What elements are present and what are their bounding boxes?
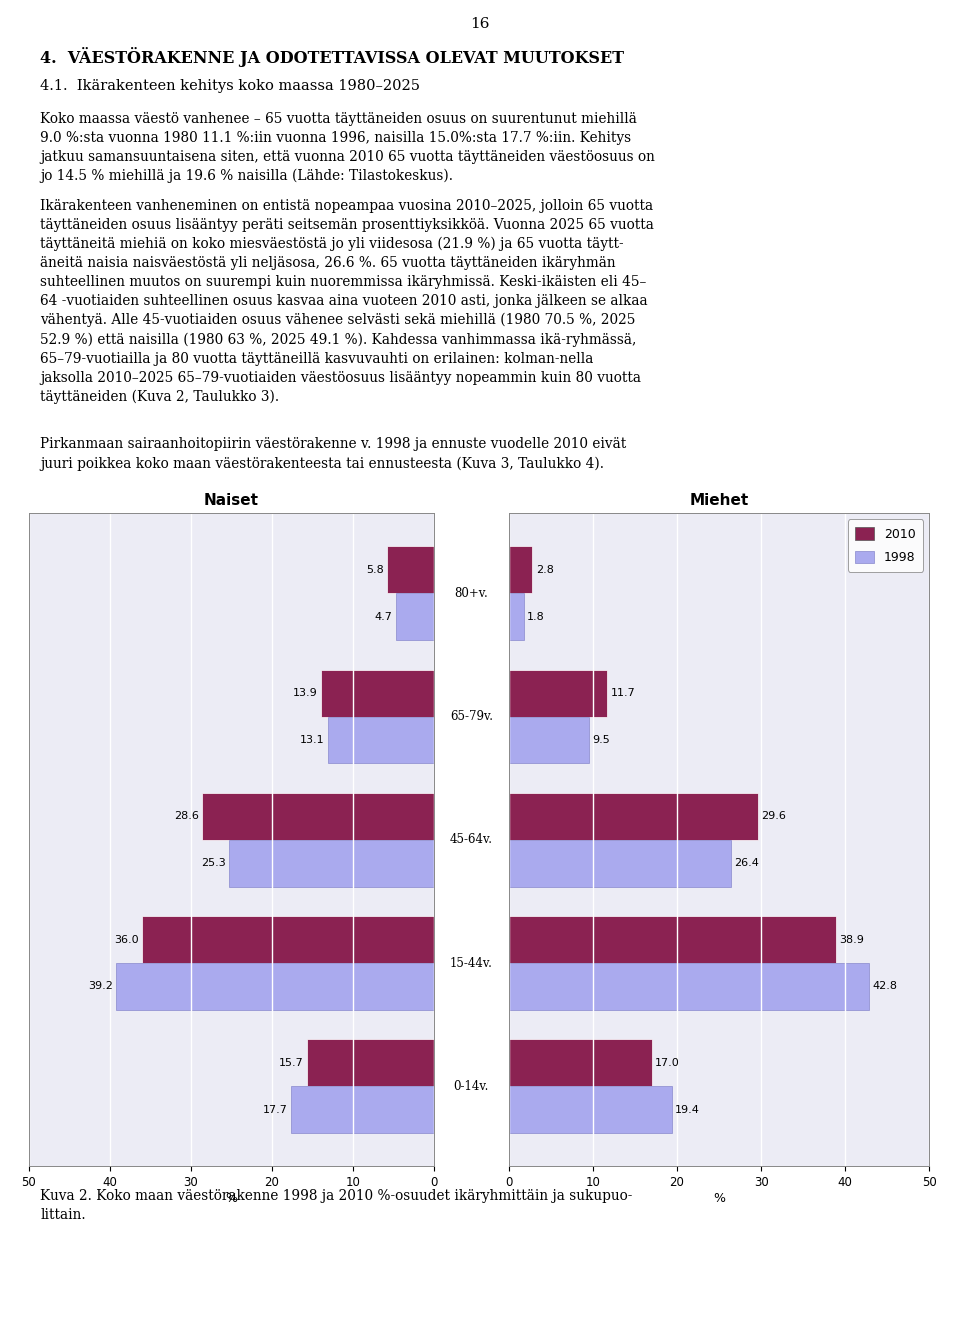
Text: 4.1.  Ikärakenteen kehitys koko maassa 1980–2025: 4.1. Ikärakenteen kehitys koko maassa 19… bbox=[40, 79, 420, 93]
Bar bbox=[228, 840, 434, 886]
Bar bbox=[142, 916, 434, 962]
Bar bbox=[306, 1040, 434, 1086]
Text: 42.8: 42.8 bbox=[872, 981, 897, 992]
Bar bbox=[509, 1086, 672, 1133]
Text: 45-64v.: 45-64v. bbox=[450, 833, 492, 846]
Text: 5.8: 5.8 bbox=[366, 565, 384, 575]
Text: 16: 16 bbox=[470, 16, 490, 31]
Bar bbox=[327, 717, 434, 764]
Bar bbox=[509, 1040, 652, 1086]
Bar bbox=[509, 793, 757, 840]
Text: 29.6: 29.6 bbox=[761, 812, 786, 821]
Text: 4.7: 4.7 bbox=[374, 612, 393, 621]
Text: 4.  VÄESTÖRAKENNE JA ODOTETTAVISSA OLEVAT MUUTOKSET: 4. VÄESTÖRAKENNE JA ODOTETTAVISSA OLEVAT… bbox=[40, 47, 624, 67]
Text: 17.7: 17.7 bbox=[262, 1105, 287, 1114]
Text: 39.2: 39.2 bbox=[88, 981, 113, 992]
Text: 26.4: 26.4 bbox=[734, 858, 759, 868]
Legend: 2010, 1998: 2010, 1998 bbox=[848, 520, 923, 572]
Bar bbox=[396, 593, 434, 640]
Text: 80+v.: 80+v. bbox=[454, 587, 489, 600]
Text: 13.1: 13.1 bbox=[300, 734, 324, 745]
Text: 2.8: 2.8 bbox=[536, 565, 554, 575]
Text: 1.8: 1.8 bbox=[527, 612, 545, 621]
Text: 36.0: 36.0 bbox=[114, 934, 139, 945]
Title: Miehet: Miehet bbox=[689, 493, 749, 508]
X-axis label: %: % bbox=[713, 1192, 725, 1205]
Text: 25.3: 25.3 bbox=[201, 858, 226, 868]
Text: 0-14v.: 0-14v. bbox=[454, 1080, 489, 1093]
Bar bbox=[387, 547, 434, 593]
Text: Pirkanmaan sairaanhoitopiirin väestörakenne v. 1998 ja ennuste vuodelle 2010 eiv: Pirkanmaan sairaanhoitopiirin väestörake… bbox=[40, 437, 627, 471]
Bar bbox=[291, 1086, 434, 1133]
Text: 11.7: 11.7 bbox=[611, 688, 636, 698]
Text: 13.9: 13.9 bbox=[294, 688, 318, 698]
Text: 15-44v.: 15-44v. bbox=[450, 957, 492, 969]
Bar bbox=[509, 547, 533, 593]
Text: 28.6: 28.6 bbox=[174, 812, 199, 821]
Bar bbox=[509, 717, 588, 764]
Bar bbox=[509, 669, 607, 717]
Text: Koko maassa väestö vanhenee – 65 vuotta täyttäneiden osuus on suurentunut miehil: Koko maassa väestö vanhenee – 65 vuotta … bbox=[40, 112, 655, 184]
Title: Naiset: Naiset bbox=[204, 493, 259, 508]
Text: 9.5: 9.5 bbox=[592, 734, 610, 745]
X-axis label: %: % bbox=[226, 1192, 237, 1205]
Bar bbox=[322, 669, 434, 717]
Text: Kuva 2. Koko maan väestörakenne 1998 ja 2010 %-osuudet ikäryhmittäin ja sukupuo-: Kuva 2. Koko maan väestörakenne 1998 ja … bbox=[40, 1189, 633, 1222]
Bar bbox=[509, 593, 524, 640]
Text: 15.7: 15.7 bbox=[278, 1058, 303, 1068]
Bar bbox=[509, 840, 731, 886]
Text: 19.4: 19.4 bbox=[675, 1105, 700, 1114]
Bar bbox=[116, 962, 434, 1010]
Text: 65-79v.: 65-79v. bbox=[450, 710, 492, 722]
Bar bbox=[509, 916, 836, 962]
Text: 17.0: 17.0 bbox=[655, 1058, 680, 1068]
Bar bbox=[509, 962, 869, 1010]
Bar bbox=[203, 793, 434, 840]
Text: 38.9: 38.9 bbox=[839, 934, 864, 945]
Text: Ikärakenteen vanheneminen on entistä nopeampaa vuosina 2010–2025, jolloin 65 vuo: Ikärakenteen vanheneminen on entistä nop… bbox=[40, 199, 654, 404]
